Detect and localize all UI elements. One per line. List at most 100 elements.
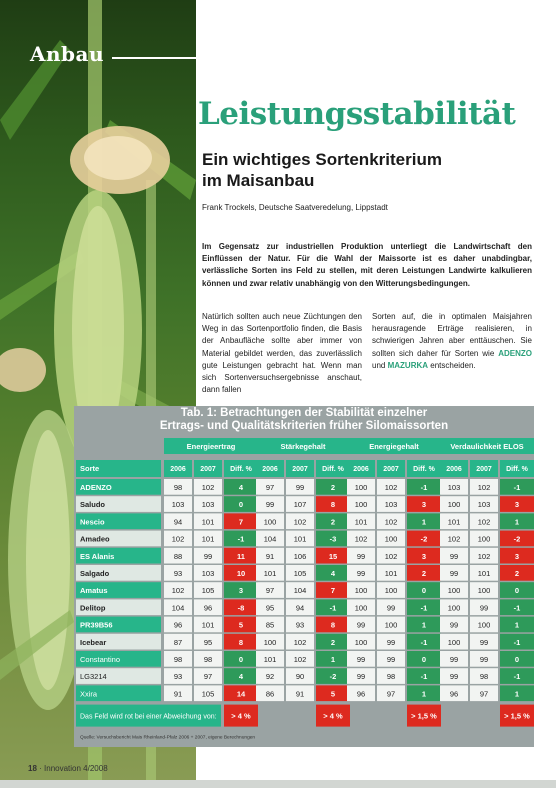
data-value: 101 (478, 569, 491, 578)
data-cell (377, 582, 405, 598)
row-name-7: Delitop (80, 603, 106, 612)
data-cell (194, 616, 222, 633)
data-value: 100 (448, 586, 461, 595)
data-value: 101 (385, 569, 398, 578)
row-name-cell (76, 496, 161, 512)
data-value: 99 (296, 483, 304, 492)
data-cell (407, 513, 441, 530)
data-cell (316, 513, 350, 530)
data-cell (440, 633, 468, 650)
data-cell (316, 479, 350, 495)
data-cell (316, 633, 350, 650)
data-cell (164, 668, 192, 684)
data-value: -1 (514, 483, 521, 492)
subheader-label: Diff. % (413, 466, 436, 473)
data-value: 3 (515, 552, 519, 561)
body-column-2: Sorten auf, die in optimalen Maisjahren … (372, 311, 532, 372)
data-cell (286, 496, 314, 512)
data-cell (164, 633, 192, 650)
data-cell (470, 530, 498, 547)
data-cell (407, 616, 441, 633)
group-header-label: Energieertrag (187, 442, 236, 451)
data-value: 1 (422, 621, 426, 630)
row-name-cell (76, 616, 161, 633)
threshold-value: > 1,5 % (411, 712, 437, 721)
data-value: 100 (355, 638, 368, 647)
data-cell (470, 513, 498, 530)
data-cell (377, 479, 405, 495)
data-cell (500, 651, 534, 667)
row-name-8: PR39B56 (80, 621, 113, 630)
data-value: 99 (357, 569, 365, 578)
data-value: 100 (478, 535, 491, 544)
data-cell (194, 530, 222, 547)
data-cell (316, 530, 350, 547)
subheader-label: 2007 (383, 466, 399, 473)
row-name-cell (76, 479, 161, 495)
data-value: 99 (357, 655, 365, 664)
data-value: 1 (515, 621, 519, 630)
data-value: -1 (238, 535, 245, 544)
data-cell (256, 530, 284, 547)
data-cell (256, 582, 284, 598)
data-cell (377, 513, 405, 530)
data-value: 103 (478, 500, 491, 509)
row-name-cell (76, 651, 161, 667)
group-header-3 (347, 438, 441, 454)
data-cell (377, 496, 405, 512)
data-cell (500, 633, 534, 650)
data-value: 99 (204, 552, 212, 561)
subheader-cell (224, 460, 258, 477)
data-cell (224, 479, 258, 495)
data-value: 101 (202, 621, 215, 630)
data-cell (440, 616, 468, 633)
data-value: 99 (266, 500, 274, 509)
data-value: 99 (480, 638, 488, 647)
data-value: 7 (239, 517, 243, 526)
data-cell (224, 616, 258, 633)
data-value: 95 (266, 603, 274, 612)
data-value: 0 (239, 500, 243, 509)
data-value: 104 (264, 535, 277, 544)
data-cell (316, 582, 350, 598)
data-cell (164, 479, 192, 495)
data-cell (440, 565, 468, 581)
data-value: 102 (355, 535, 368, 544)
row-name-5: Salgado (80, 569, 110, 578)
data-cell (407, 651, 441, 667)
data-cell (500, 547, 534, 564)
data-value: 1 (515, 517, 519, 526)
data-value: 100 (355, 586, 368, 595)
data-value: 105 (294, 569, 307, 578)
row-name-1: Saludo (80, 500, 105, 509)
row-name-cell (76, 633, 161, 650)
data-value: 1 (422, 517, 426, 526)
data-value: 3 (422, 552, 426, 561)
highlight-mazurka: MAZURKA (387, 360, 429, 370)
data-value: 103 (202, 569, 215, 578)
data-value: 99 (480, 603, 488, 612)
data-cell (286, 685, 314, 702)
data-value: 90 (296, 672, 304, 681)
threshold-cell-3 (407, 704, 441, 727)
data-value: 100 (448, 500, 461, 509)
data-cell (224, 599, 258, 616)
data-cell (347, 479, 375, 495)
data-cell (194, 565, 222, 581)
data-value: 104 (172, 603, 185, 612)
data-value: 92 (266, 672, 274, 681)
data-cell (286, 547, 314, 564)
data-value: 101 (355, 517, 368, 526)
data-value: -8 (238, 603, 245, 612)
data-value: 5 (239, 621, 243, 630)
data-value: 99 (450, 655, 458, 664)
sorte-header (76, 460, 161, 477)
body-col2-text-b: entscheiden. (430, 360, 476, 370)
data-cell (440, 547, 468, 564)
data-cell (286, 565, 314, 581)
row-name-cell (76, 565, 161, 581)
data-value: -3 (330, 535, 337, 544)
data-value: 4 (239, 483, 244, 492)
data-value: 93 (296, 621, 304, 630)
article-title: Leistungsstabilität (198, 96, 516, 132)
